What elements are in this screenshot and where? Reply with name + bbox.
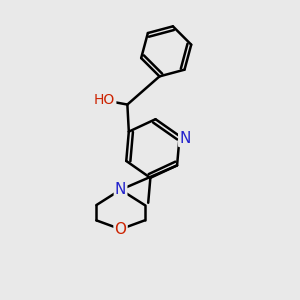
Text: O: O [115,222,127,237]
Text: N: N [179,131,190,146]
Text: N: N [115,182,126,197]
Text: HO: HO [94,92,115,106]
